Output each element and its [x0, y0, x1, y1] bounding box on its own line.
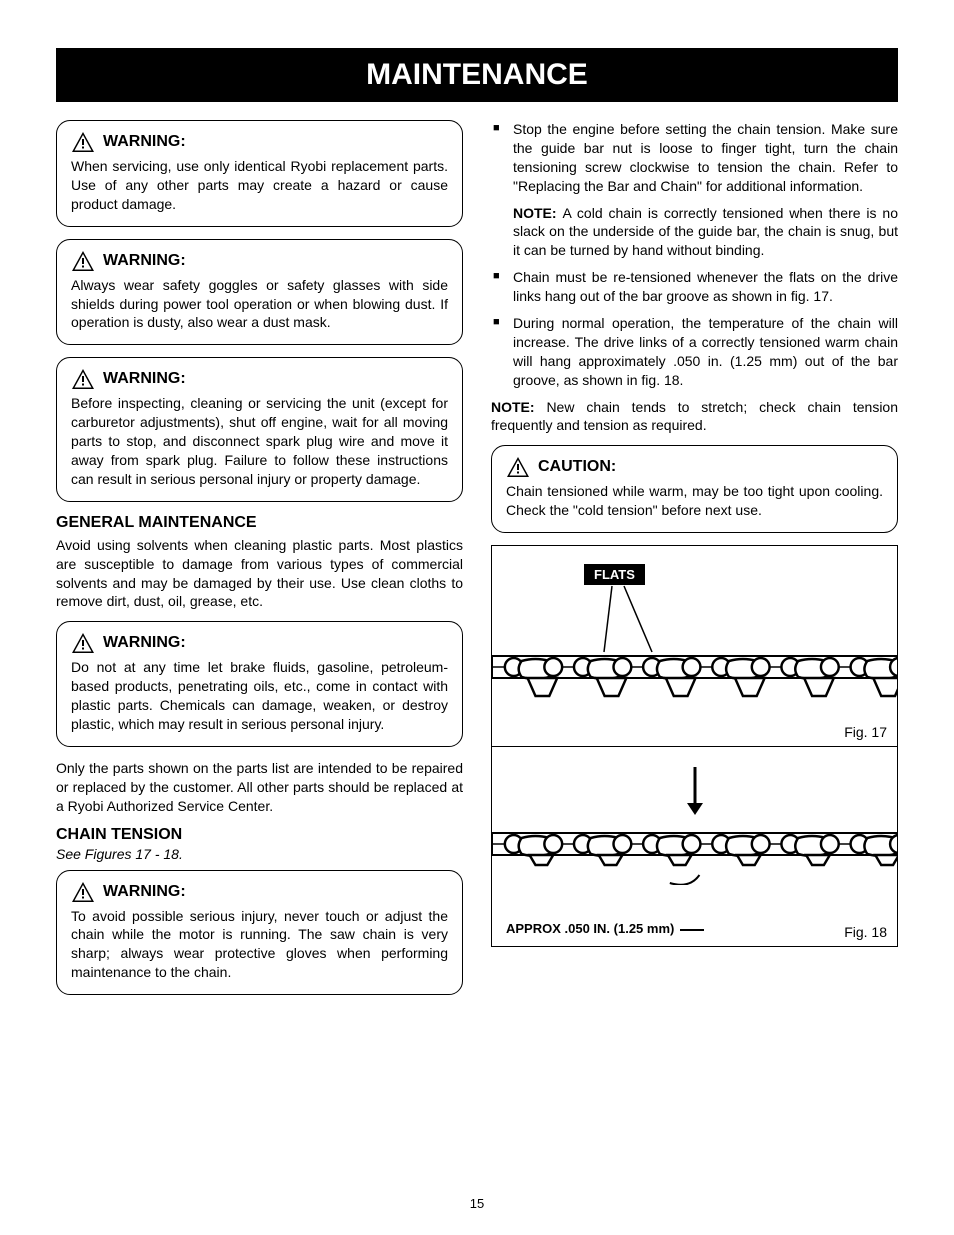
left-column: WARNING: When servicing, use only identi…	[56, 120, 463, 1007]
flats-leader-lines	[602, 584, 672, 654]
figure-18: APPROX .050 IN. (1.25 mm) Fig. 18	[492, 746, 897, 946]
heading-general-maintenance: GENERAL MAINTENANCE	[56, 514, 463, 532]
figure-17: FLATS	[492, 546, 897, 746]
section-banner: MAINTENANCE	[56, 48, 898, 102]
warning-icon	[71, 632, 95, 654]
chain-diagram-18	[492, 825, 897, 885]
bullet-item: Stop the engine before setting the chain…	[491, 120, 898, 196]
bullet-list: Stop the engine before setting the chain…	[491, 120, 898, 196]
warning-title: WARNING:	[103, 252, 186, 270]
warning-body: To avoid possible serious injury, never …	[71, 907, 448, 983]
heading-chain-tension: CHAIN TENSION	[56, 826, 463, 844]
warning-body: Always wear safety goggles or safety gla…	[71, 276, 448, 333]
caution-icon	[506, 456, 530, 478]
warning-title: WARNING:	[103, 634, 186, 652]
caution-title: CAUTION:	[538, 458, 616, 476]
warning-icon	[71, 881, 95, 903]
warning-icon	[71, 368, 95, 390]
note-text: NOTE: New chain tends to stretch; check …	[491, 398, 898, 436]
two-column-layout: WARNING: When servicing, use only identi…	[56, 120, 898, 1007]
bullet-item: Chain must be re-tensioned whenever the …	[491, 268, 898, 306]
note-text: NOTE: A cold chain is correctly tensione…	[491, 204, 898, 261]
flats-label: FLATS	[584, 564, 645, 585]
bullet-item: During normal operation, the temperature…	[491, 314, 898, 390]
warning-icon	[71, 250, 95, 272]
bullet-list: Chain must be re-tensioned whenever the …	[491, 268, 898, 389]
warning-title: WARNING:	[103, 133, 186, 151]
chain-diagram-17	[492, 646, 897, 716]
paragraph: Avoid using solvents when cleaning plast…	[56, 536, 463, 612]
warning-box-2: WARNING: Always wear safety goggles or s…	[56, 239, 463, 346]
warning-title: WARNING:	[103, 370, 186, 388]
warning-box-1: WARNING: When servicing, use only identi…	[56, 120, 463, 227]
figure-label: Fig. 18	[844, 924, 887, 940]
caution-box: CAUTION: Chain tensioned while warm, may…	[491, 445, 898, 533]
subheading-figures: See Figures 17 - 18.	[56, 846, 463, 862]
warning-body: Before inspecting, cleaning or servicing…	[71, 394, 448, 488]
figure-label: Fig. 17	[844, 724, 887, 740]
figure-container: FLATS	[491, 545, 898, 947]
arrow-down-icon	[683, 767, 707, 817]
approx-label: APPROX .050 IN. (1.25 mm)	[506, 921, 706, 936]
warning-body: When servicing, use only identical Ryobi…	[71, 157, 448, 214]
warning-box-5: WARNING: To avoid possible serious injur…	[56, 870, 463, 996]
paragraph: Only the parts shown on the parts list a…	[56, 759, 463, 816]
warning-body: Do not at any time let brake fluids, gas…	[71, 658, 448, 734]
page-number: 15	[470, 1196, 484, 1211]
warning-box-3: WARNING: Before inspecting, cleaning or …	[56, 357, 463, 501]
warning-box-4: WARNING: Do not at any time let brake fl…	[56, 621, 463, 747]
leader-line	[678, 924, 706, 936]
right-column: Stop the engine before setting the chain…	[491, 120, 898, 1007]
caution-body: Chain tensioned while warm, may be too t…	[506, 482, 883, 520]
warning-icon	[71, 131, 95, 153]
warning-title: WARNING:	[103, 883, 186, 901]
